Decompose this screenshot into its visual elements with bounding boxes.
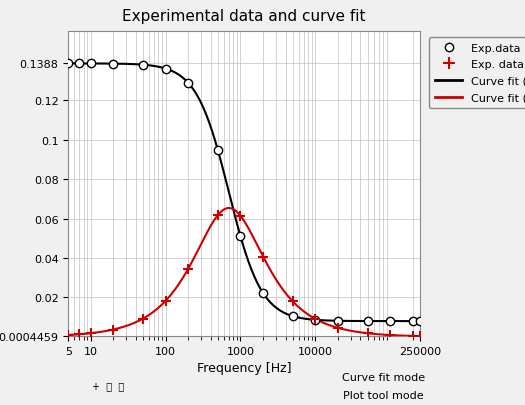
X-axis label: Frequency [Hz]: Frequency [Hz]	[197, 361, 291, 374]
Text: Curve fit mode: Curve fit mode	[342, 372, 425, 382]
Legend: Exp.data (Re), Exp. data (Im), Curve fit (Re), Curve fit (Im): Exp.data (Re), Exp. data (Im), Curve fit…	[429, 38, 525, 109]
Text: Plot tool mode: Plot tool mode	[343, 390, 424, 400]
Title: Experimental data and curve fit: Experimental data and curve fit	[122, 9, 366, 24]
Text: +  🔍  ✋: + 🔍 ✋	[91, 380, 124, 390]
